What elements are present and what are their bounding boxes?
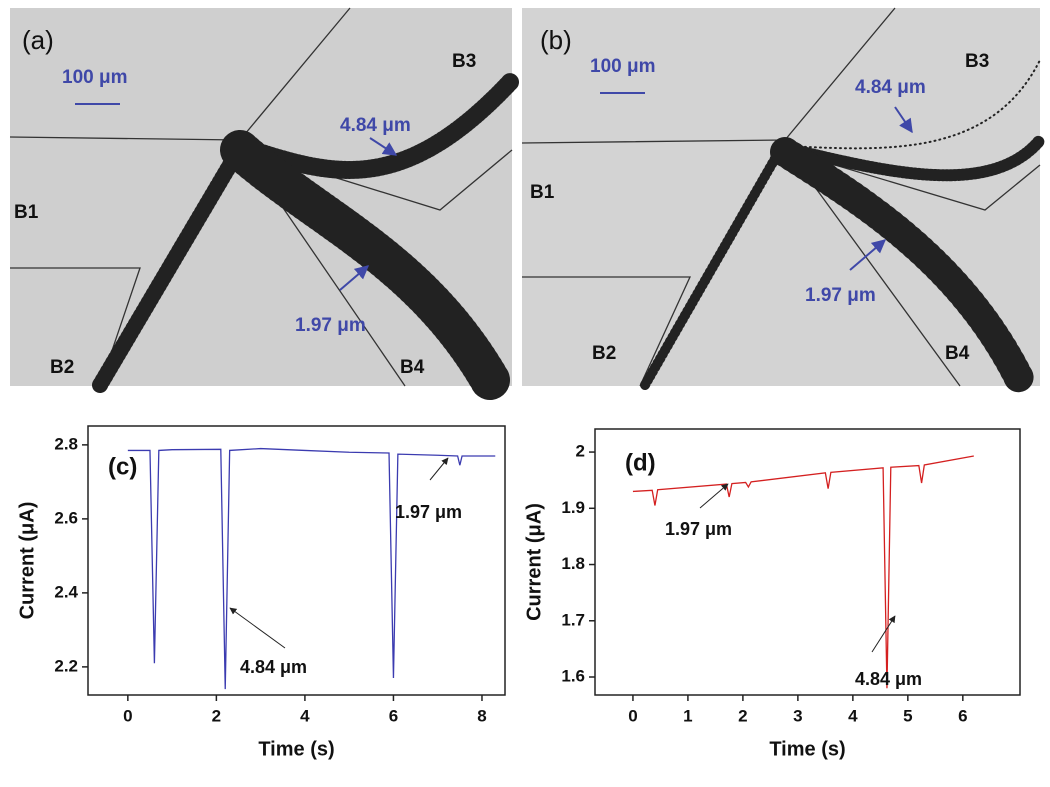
channel-label: B2 <box>50 357 74 378</box>
y-tick-label: 2 <box>576 442 585 461</box>
x-tick-label: 4 <box>848 706 858 725</box>
channel-label: B4 <box>945 343 970 364</box>
panel-label: (a) <box>22 25 54 55</box>
micrograph-b: (b) 100 μm B1 B2 B3 B4 4.84 μm 1.97 μm <box>521 7 1046 395</box>
channel-label: B1 <box>530 182 555 203</box>
channel-label: B3 <box>965 51 989 72</box>
plot-frame <box>87 425 506 696</box>
micrograph-a: (a) 100 μm B1 B2 B3 B4 4.84 μm 1.97 μm <box>9 7 521 400</box>
panel-label: (b) <box>540 25 572 55</box>
plot-frame <box>594 428 1021 696</box>
annotation-arrow <box>871 615 896 653</box>
charts: 0 2 4 6 8 2.2 2.4 2.6 2.8 Time (s) Current (μA) (c)… <box>16 425 1021 760</box>
y-tick-label: 2.8 <box>54 434 78 453</box>
channel-label: B2 <box>592 343 616 364</box>
x-tick-label: 2 <box>738 706 747 725</box>
x-tick-label: 8 <box>477 706 486 725</box>
series-line <box>127 447 496 690</box>
annotation: 4.84 μm <box>240 657 307 677</box>
x-tick-label: 1 <box>683 706 692 725</box>
channel-label: B3 <box>452 51 476 72</box>
series-line <box>632 455 974 689</box>
annotation: 1.97 μm <box>295 315 366 336</box>
y-tick-label: 2.2 <box>54 656 78 675</box>
x-tick-label: 5 <box>903 706 912 725</box>
annotation: 4.84 μm <box>855 77 926 98</box>
x-tick-label: 2 <box>212 706 221 725</box>
annotation: 1.97 μm <box>395 502 462 522</box>
y-tick-label: 1.7 <box>561 610 585 629</box>
y-tick-label: 1.8 <box>561 554 585 573</box>
annotation-arrow <box>429 457 449 481</box>
y-tick-label: 1.6 <box>561 666 585 685</box>
x-tick-label: 6 <box>389 706 398 725</box>
panel-label: (c) <box>108 453 137 480</box>
annotation: 4.84 μm <box>340 115 411 136</box>
y-axis-label: Current (μA) <box>523 503 545 621</box>
x-tick-label: 0 <box>628 706 637 725</box>
channel-label: B1 <box>14 202 39 223</box>
y-tick-label: 2.4 <box>54 582 78 601</box>
x-tick-label: 4 <box>300 706 310 725</box>
y-axis-label: Current (μA) <box>16 502 38 620</box>
x-axis-label: Time (s) <box>769 738 845 760</box>
scale-bar-label: 100 μm <box>590 56 656 77</box>
scale-bar-label: 100 μm <box>62 67 128 88</box>
panel-label: (d) <box>625 449 656 476</box>
annotation-arrow <box>229 607 286 649</box>
x-tick-label: 0 <box>123 706 132 725</box>
annotation: 1.97 μm <box>665 519 732 539</box>
y-tick-label: 2.6 <box>54 508 78 527</box>
x-tick-label: 6 <box>958 706 967 725</box>
annotation: 4.84 μm <box>855 669 922 689</box>
x-axis-label: Time (s) <box>258 738 334 760</box>
annotation: 1.97 μm <box>805 285 876 306</box>
channel-label: B4 <box>400 357 425 378</box>
annotation-arrow <box>699 483 729 509</box>
y-tick-label: 1.9 <box>561 498 585 517</box>
x-tick-label: 3 <box>793 706 802 725</box>
